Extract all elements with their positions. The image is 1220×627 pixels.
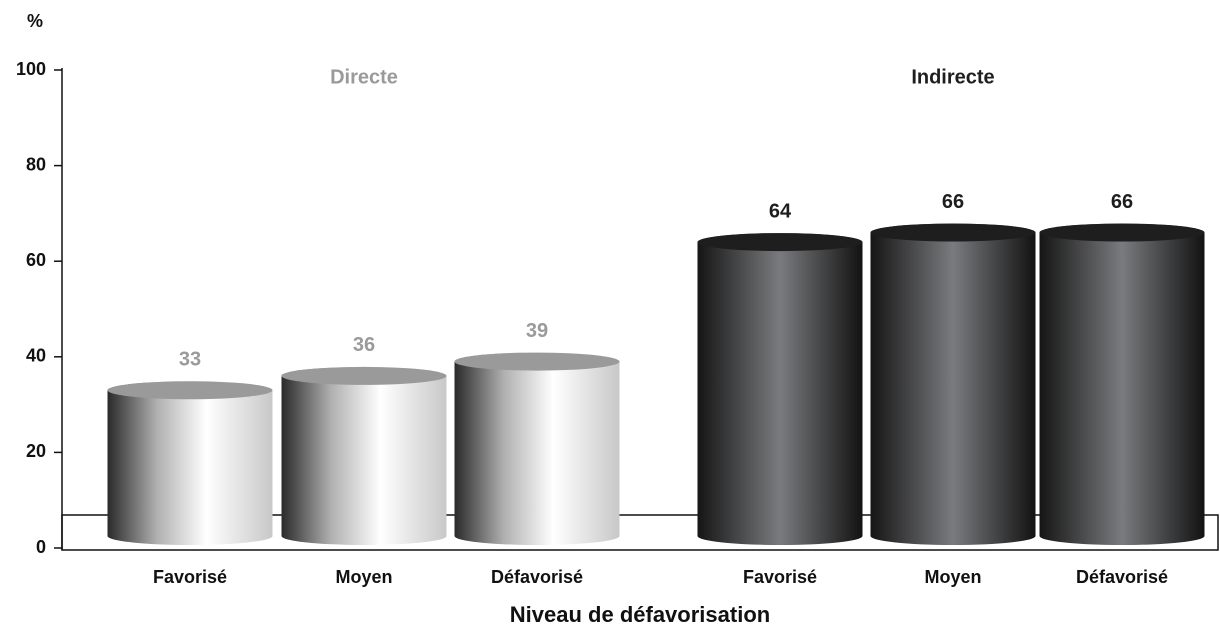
group-title: Directe [330, 66, 398, 88]
cylinder-top [1039, 223, 1205, 242]
cylinder-body [107, 381, 273, 545]
value-label: 66 [942, 191, 964, 213]
y-axis-label: % [27, 11, 43, 31]
x-tick-label: Favorisé [743, 567, 817, 587]
cylinder [1039, 223, 1205, 545]
cylinder [281, 366, 447, 545]
value-label: 66 [1111, 191, 1133, 213]
x-tick-label: Moyen [335, 567, 392, 587]
x-tick-label: Favorisé [153, 567, 227, 587]
y-tick-label: 0 [36, 537, 46, 557]
cylinder-body [1039, 223, 1205, 545]
y-tick-label: 80 [26, 154, 46, 174]
y-tick-label: 40 [26, 346, 46, 366]
value-label: 64 [769, 200, 792, 222]
cylinder [454, 352, 620, 545]
cylinder-body [454, 352, 620, 545]
cylinder [870, 223, 1036, 545]
x-tick-label: Défavorisé [1076, 567, 1168, 587]
cylinder-body [697, 233, 863, 545]
cylinder-top [697, 233, 863, 252]
x-tick-label: Défavorisé [491, 567, 583, 587]
x-axis-label: Niveau de défavorisation [510, 602, 770, 627]
cylinder [107, 381, 273, 545]
cylinder-top [454, 352, 620, 371]
y-tick-label: 20 [26, 441, 46, 461]
x-tick-label: Moyen [924, 567, 981, 587]
cylinder-body [870, 223, 1036, 545]
value-label: 36 [353, 334, 375, 356]
cylinder-top [281, 366, 447, 385]
cylinder-top [107, 381, 273, 400]
value-label: 39 [526, 320, 548, 342]
group-title: Indirecte [911, 66, 994, 88]
cylinder-body [281, 366, 447, 545]
y-tick-label: 60 [26, 250, 46, 270]
cylinder [697, 233, 863, 545]
y-tick-label: 100 [16, 59, 46, 79]
value-label: 33 [179, 349, 201, 371]
cylinder-top [870, 223, 1036, 242]
